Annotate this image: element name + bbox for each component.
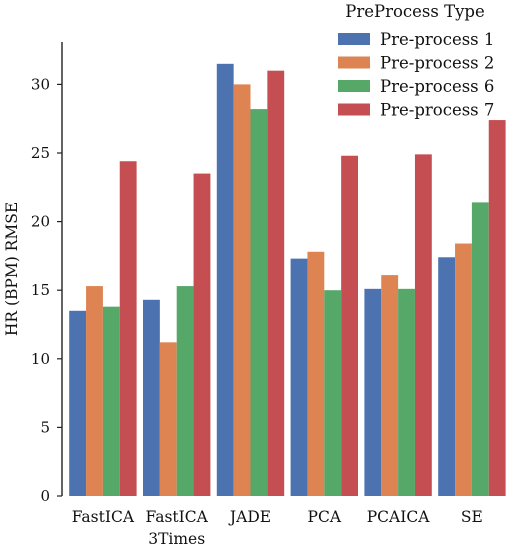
legend-swatch <box>338 56 370 69</box>
legend-label: Pre-process 7 <box>380 101 494 120</box>
bar <box>290 258 308 496</box>
bar <box>69 310 87 496</box>
bar <box>86 286 103 496</box>
bar <box>307 251 325 496</box>
bars-layer <box>69 63 506 497</box>
x-category-labels: FastICA FastICA 3Times JADE PCA PCAICA SE <box>72 508 483 548</box>
legend-swatch <box>338 33 370 45</box>
bar <box>250 109 268 496</box>
legend-label: Pre-process 1 <box>380 30 494 49</box>
bar <box>159 342 177 496</box>
bar <box>398 288 415 496</box>
x-category-label: SE <box>461 508 483 526</box>
bar <box>102 306 120 496</box>
bar <box>119 161 137 497</box>
legend-label: Pre-process 6 <box>380 77 494 96</box>
bar <box>364 288 382 496</box>
bar <box>233 84 251 497</box>
y-tick-label: 0 <box>40 487 50 505</box>
bar <box>143 299 160 496</box>
y-tick-label: 25 <box>31 144 50 162</box>
y-tick-label: 20 <box>31 213 50 231</box>
y-ticks: 0 5 10 15 20 25 30 <box>31 75 62 505</box>
x-category-label: JADE <box>228 508 271 526</box>
y-axis-label: HR (BPM) RMSE <box>3 202 21 336</box>
bar <box>471 202 489 496</box>
y-tick-label: 5 <box>40 418 50 436</box>
legend: PreProcess Type Pre-process 1 Pre-process… <box>338 2 494 120</box>
bar <box>324 290 342 496</box>
x-category-label: FastICA 3Times <box>146 508 209 548</box>
bar <box>176 286 194 496</box>
bar <box>488 120 506 496</box>
bar <box>341 155 358 497</box>
bar <box>216 63 234 496</box>
y-tick-label: 30 <box>31 75 50 93</box>
legend-label: Pre-process 2 <box>380 54 494 73</box>
y-tick-label: 10 <box>31 350 50 368</box>
bar <box>455 243 472 496</box>
bar <box>381 275 399 496</box>
bar <box>414 154 432 496</box>
x-category-label: PCAICA <box>367 508 430 526</box>
bar <box>438 257 456 496</box>
legend-swatch <box>338 103 370 116</box>
legend-title: PreProcess Type <box>345 2 485 21</box>
bar <box>193 173 211 496</box>
x-category-label: PCA <box>308 508 342 526</box>
legend-swatch <box>338 80 370 92</box>
bar <box>267 70 285 497</box>
y-tick-label: 15 <box>31 281 50 299</box>
x-category-label: FastICA <box>72 508 135 526</box>
